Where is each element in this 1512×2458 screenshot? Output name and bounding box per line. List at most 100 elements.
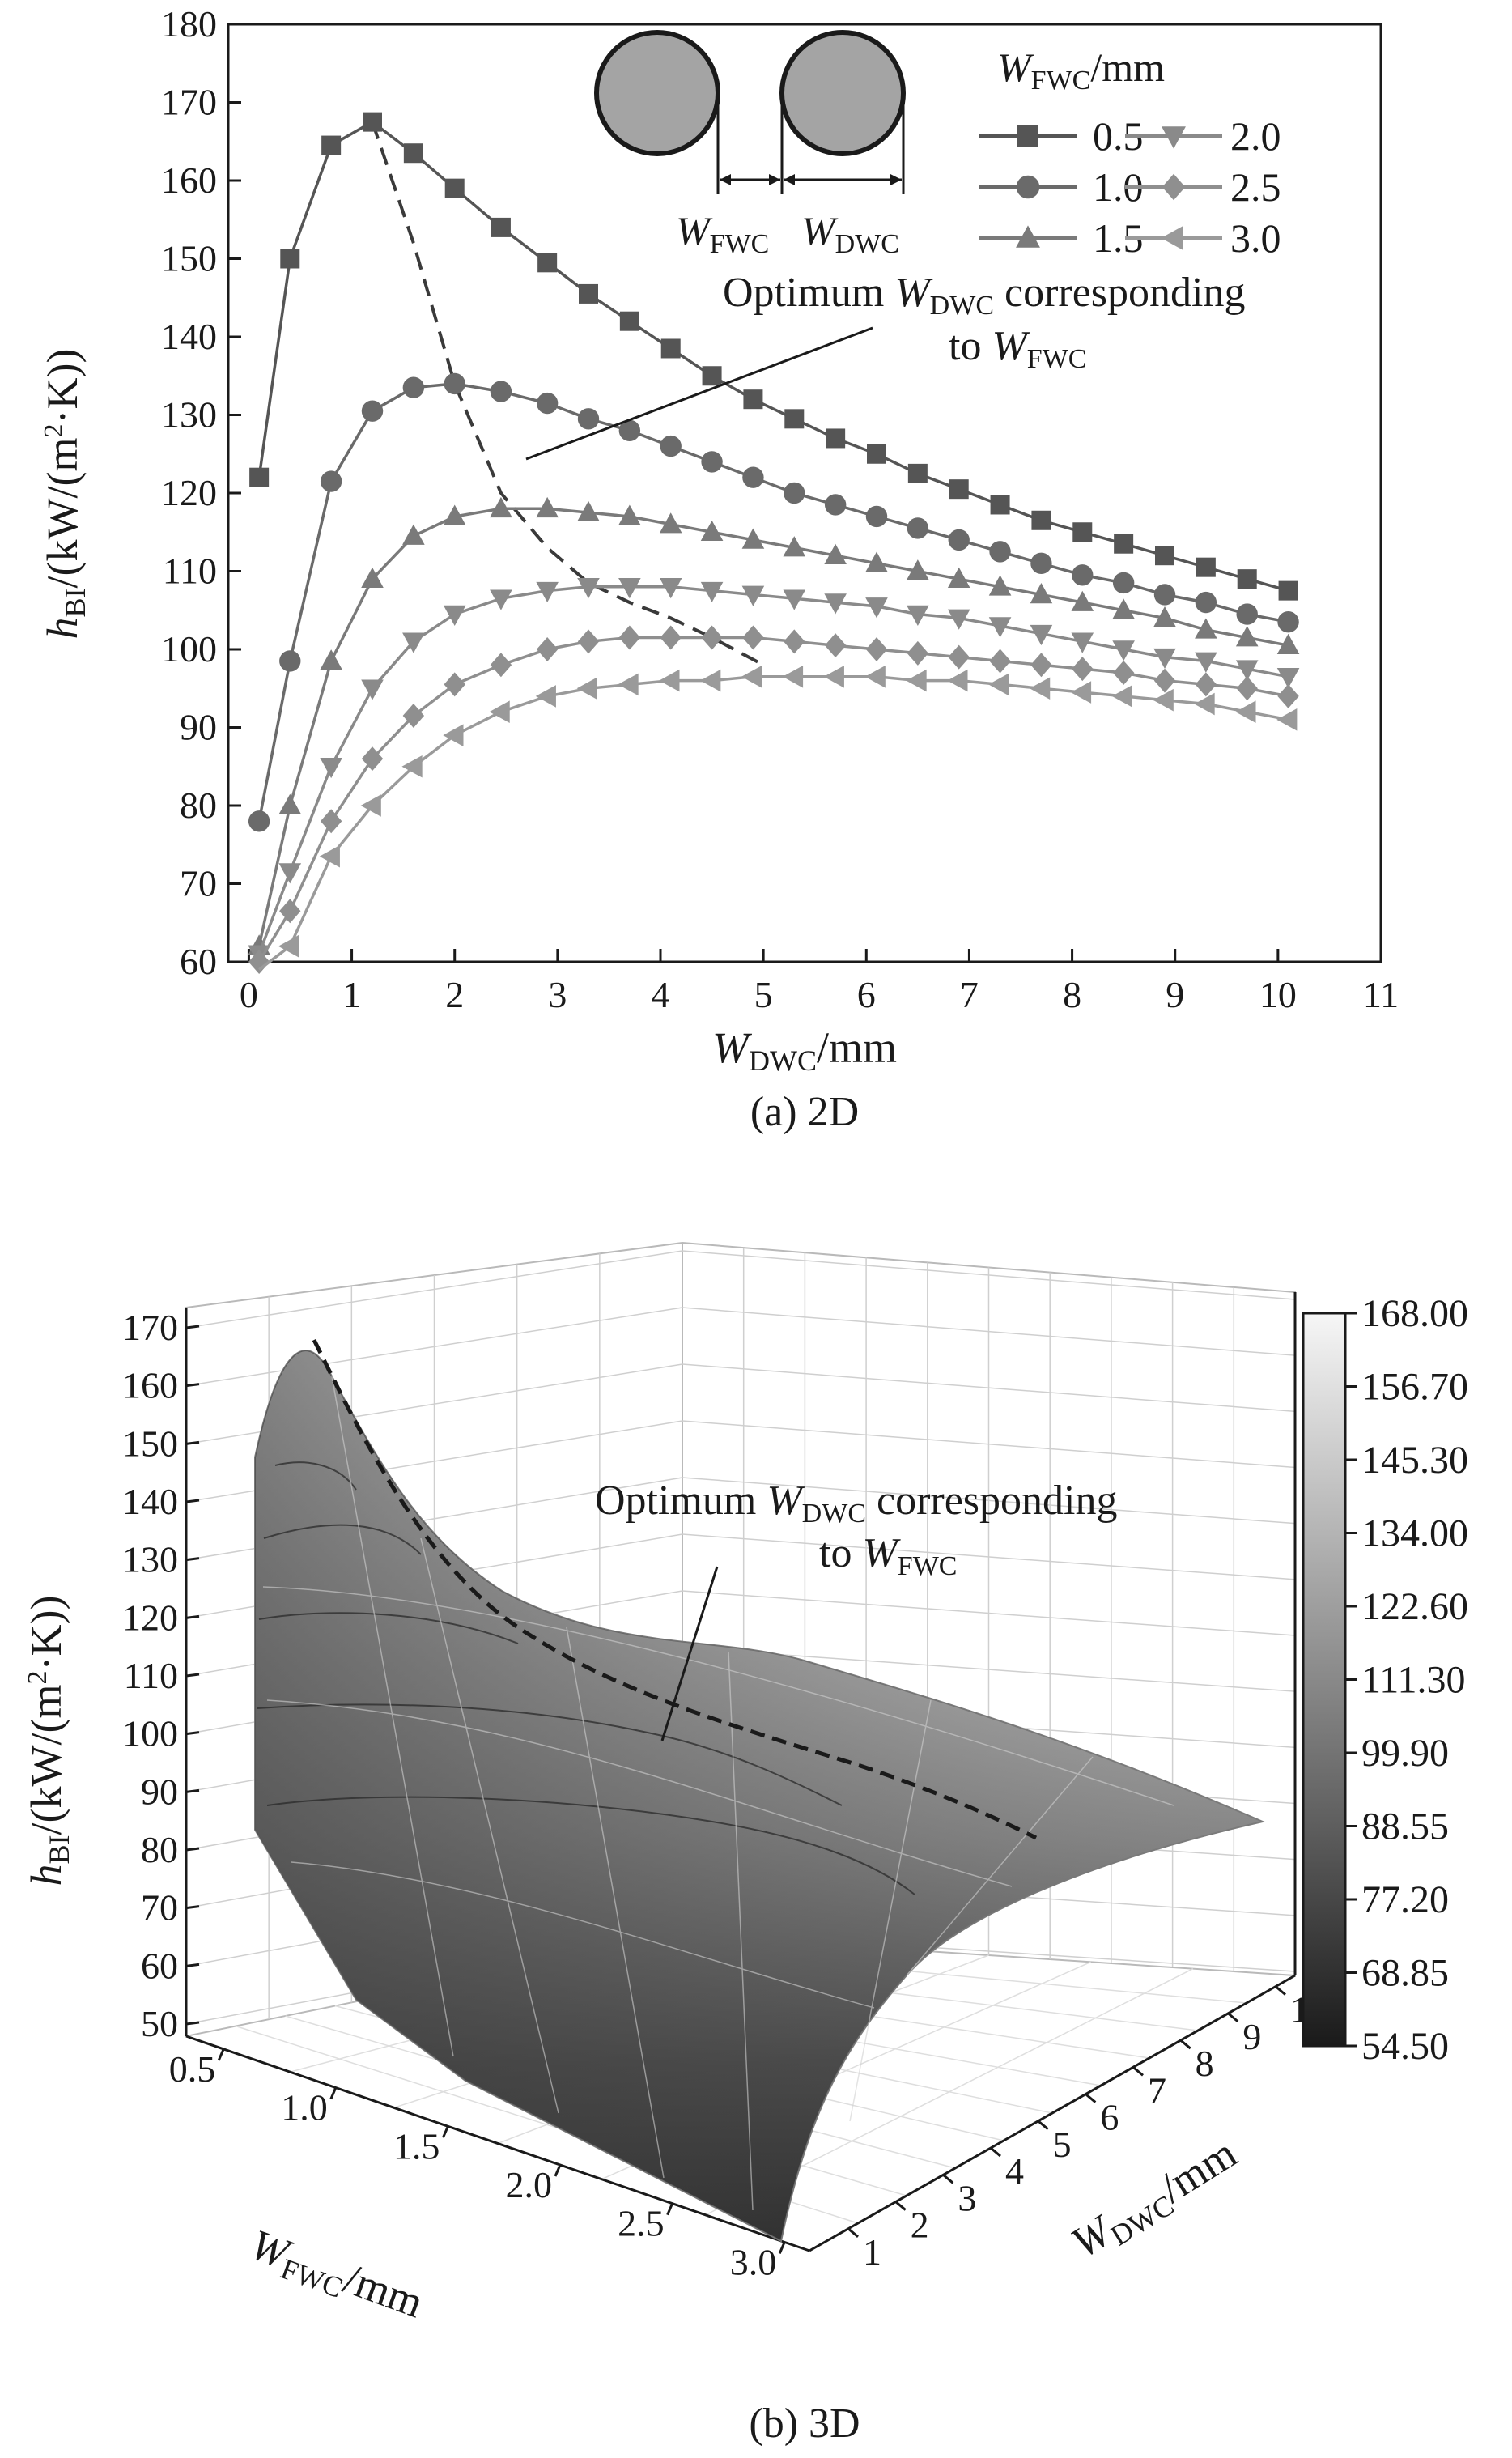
x-tick-label: 3 — [548, 974, 567, 1015]
z-tick-label: 90 — [141, 1771, 178, 1812]
annotation-text: Optimum WDWC corresponding — [723, 270, 1245, 321]
z-axis-ticks: 50 60 70 80 90 100 110 120 130 140 150 160 170 — [122, 1307, 200, 2044]
data-point — [865, 505, 888, 528]
series-line — [257, 507, 1289, 947]
data-point — [402, 524, 425, 545]
data-point — [1070, 681, 1092, 704]
panel-a-2d-chart: 60 70 80 90 100 110 120 130 140 150 160 170 180 0 1 2 3… — [38, 3, 1399, 1135]
y-tick-label: 140 — [161, 316, 217, 357]
data-point — [824, 633, 847, 658]
data-point — [360, 794, 381, 817]
dwc-axis-label: WDWC/mm — [1063, 2128, 1247, 2272]
data-point — [1072, 522, 1093, 542]
data-point — [659, 578, 682, 599]
colorbar-tick-label: 122.60 — [1361, 1585, 1468, 1628]
z-tick-label: 100 — [122, 1713, 178, 1754]
data-point — [537, 253, 558, 273]
data-point — [823, 665, 844, 688]
data-point — [742, 625, 764, 650]
colorbar-tick-label: 99.90 — [1361, 1732, 1449, 1775]
data-point — [701, 625, 723, 650]
y-tick-label: 170 — [161, 82, 217, 123]
data-point — [784, 409, 805, 429]
data-point — [248, 810, 270, 832]
legend-title: WFWC/mm — [997, 45, 1165, 96]
dwc-tick-label: 5 — [1053, 2124, 1072, 2165]
x-axis-label: WDWC/mm — [712, 1023, 897, 1077]
x-tick-label: 10 — [1259, 974, 1297, 1015]
data-point — [1195, 652, 1217, 673]
data-point — [864, 665, 886, 688]
dwc-tick-mark — [894, 2201, 907, 2211]
data-point — [579, 283, 598, 304]
data-point — [1111, 685, 1132, 708]
x-tick-label: 11 — [1363, 974, 1399, 1015]
data-point — [577, 500, 600, 521]
series-0.5 — [249, 112, 1298, 601]
data-point — [783, 536, 806, 557]
data-point — [988, 617, 1012, 638]
data-point — [443, 724, 464, 746]
data-point — [660, 625, 682, 650]
z-tick-label: 150 — [122, 1422, 178, 1464]
data-point — [741, 585, 765, 606]
data-point — [443, 504, 466, 525]
data-point — [700, 669, 721, 692]
fwc-tick-label: 3.0 — [730, 2241, 777, 2282]
z-axis-label: hBI/(kW/(m2·K)) — [22, 1596, 75, 1886]
data-point — [700, 581, 724, 603]
data-point — [536, 637, 559, 661]
data-point — [865, 597, 888, 619]
data-point — [1112, 660, 1135, 685]
data-point — [947, 609, 970, 630]
data-point — [1153, 584, 1176, 606]
dwc-tick-label: 4 — [1005, 2150, 1024, 2192]
legend-item-2.0: 2.0 — [1125, 113, 1281, 159]
colorbar-tick-label: 88.55 — [1361, 1805, 1449, 1848]
data-point — [865, 637, 888, 661]
dwc-tick-label: 9 — [1242, 2016, 1261, 2057]
data-point — [320, 809, 342, 834]
series-3.0 — [258, 665, 1298, 972]
z-tick-label: 120 — [122, 1597, 178, 1638]
data-point — [618, 419, 641, 441]
z-tick-mark — [185, 1557, 200, 1562]
colorbar-tick-label: 156.70 — [1361, 1366, 1468, 1409]
data-point — [1153, 606, 1176, 627]
data-point — [278, 863, 302, 884]
dwc-tick-label: 1 — [863, 2231, 881, 2273]
legend-label: 2.0 — [1230, 113, 1281, 159]
colorbar-gradient — [1302, 1312, 1347, 2048]
data-point — [321, 135, 342, 155]
data-point — [1030, 653, 1052, 678]
legend-label: 3.0 — [1230, 215, 1281, 261]
fwc-axis-ticks: 0.5 1.0 1.5 2.0 2.5 3.0 — [169, 2048, 786, 2282]
z-tick-mark — [185, 1847, 200, 1852]
data-point — [444, 672, 465, 697]
data-point — [320, 470, 342, 492]
annotation-leader — [525, 326, 873, 461]
series-1.0 — [248, 372, 1299, 832]
data-point — [907, 463, 928, 483]
x-axis-ticks: 0 1 2 3 4 5 6 7 8 9 10 11 — [240, 949, 1399, 1015]
data-point — [1194, 692, 1215, 716]
x-tick-label: 1 — [342, 974, 361, 1015]
data-point — [947, 669, 968, 692]
contour-lines — [257, 1461, 915, 1895]
data-point — [1195, 672, 1217, 697]
data-point — [1030, 552, 1052, 575]
data-point — [988, 575, 1012, 596]
data-point — [1276, 633, 1300, 654]
data-point — [1277, 683, 1299, 708]
data-point — [948, 529, 970, 551]
x-tick-label: 9 — [1166, 974, 1184, 1015]
data-point — [660, 338, 681, 359]
data-point — [659, 669, 680, 692]
legend-marker — [1017, 125, 1038, 147]
annotation-text-3d: Optimum WDWC corresponding — [595, 1478, 1117, 1529]
legend-marker — [1016, 175, 1040, 199]
data-point — [1277, 611, 1299, 633]
data-point — [249, 467, 270, 487]
y-tick-label: 160 — [161, 159, 217, 201]
data-point — [1276, 667, 1300, 689]
